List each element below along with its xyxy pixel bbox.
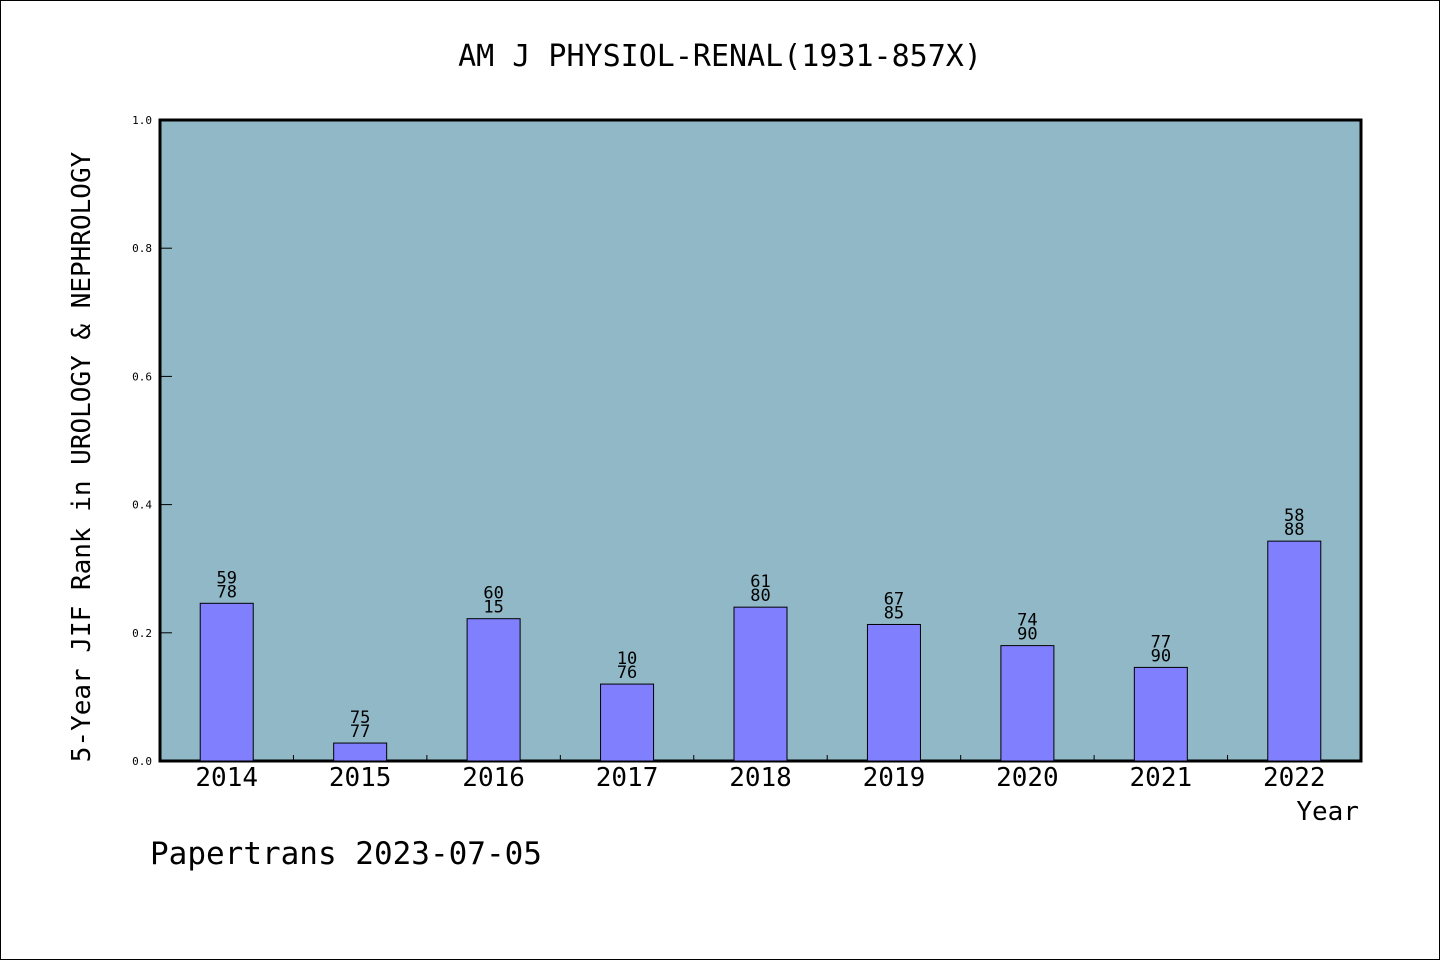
bar-label-top-2018: 61 bbox=[750, 572, 770, 592]
bar-label-top-2019: 67 bbox=[884, 589, 904, 609]
y-tick-label-1.0: 1.0 bbox=[132, 114, 152, 127]
x-tick-label-2019: 2019 bbox=[863, 763, 926, 793]
bar-label-top-2015: 75 bbox=[350, 708, 370, 728]
bar-label-top-2021: 77 bbox=[1151, 632, 1171, 652]
bar-label-bottom-2014: 78 bbox=[216, 582, 236, 602]
x-tick-label-2015: 2015 bbox=[329, 763, 392, 793]
x-tick-label-2016: 2016 bbox=[462, 763, 525, 793]
bar-2019 bbox=[866, 623, 921, 762]
footer-credit: Papertrans 2023-07-05 bbox=[150, 836, 542, 872]
bar-label-bottom-2020: 90 bbox=[1017, 625, 1037, 645]
bar-2021 bbox=[1133, 666, 1188, 762]
bar-label-top-2016: 60 bbox=[483, 584, 503, 604]
bar-label-bottom-2016: 15 bbox=[483, 598, 503, 618]
bar-label-bottom-2018: 80 bbox=[750, 586, 770, 606]
x-axis-label: Year bbox=[1296, 797, 1359, 827]
bar-label-top-2022: 58 bbox=[1284, 506, 1304, 526]
bar-label-top-2017: 10 bbox=[617, 649, 637, 669]
x-tick-label-2022: 2022 bbox=[1263, 763, 1326, 793]
y-tick-label-0.6: 0.6 bbox=[132, 370, 152, 383]
y-axis-label: 5-Year JIF Rank in UROLOGY & NEPHROLOGY bbox=[67, 151, 97, 762]
y-tick-label-0.4: 0.4 bbox=[132, 499, 152, 512]
bar-2017 bbox=[600, 683, 655, 762]
bar-label-top-2014: 59 bbox=[216, 568, 236, 588]
x-tick-label-2018: 2018 bbox=[729, 763, 792, 793]
y-tick-label-0.8: 0.8 bbox=[132, 242, 152, 255]
x-tick-label-2014: 2014 bbox=[195, 763, 258, 793]
x-tick-label-2021: 2021 bbox=[1130, 763, 1193, 793]
x-tick-label-2017: 2017 bbox=[596, 763, 659, 793]
x-tick-label-2020: 2020 bbox=[996, 763, 1059, 793]
axis-ticks: 2014 2015 2016 2017 2018 2019 2020 2021 2022 0.0 0… bbox=[132, 114, 1325, 793]
bar-label-bottom-2019: 85 bbox=[884, 603, 904, 623]
bar-2020 bbox=[1000, 645, 1055, 762]
y-tick-label-0.0: 0.0 bbox=[132, 755, 152, 768]
chart-title: AM J PHYSIOL-RENAL(1931-857X) bbox=[458, 39, 982, 74]
bar-2014 bbox=[199, 602, 254, 762]
y-tick-label-0.2: 0.2 bbox=[132, 627, 152, 640]
bar-label-bottom-2017: 76 bbox=[617, 663, 637, 683]
bar-label-bottom-2022: 88 bbox=[1284, 520, 1304, 540]
bar-label-bottom-2015: 77 bbox=[350, 722, 370, 742]
bar-2018 bbox=[733, 606, 788, 762]
bar-label-top-2020: 74 bbox=[1017, 611, 1037, 631]
bar-2022 bbox=[1267, 540, 1322, 762]
bar-label-bottom-2021: 90 bbox=[1151, 646, 1171, 666]
bar-2016 bbox=[466, 618, 521, 762]
bar-2015 bbox=[333, 742, 388, 762]
